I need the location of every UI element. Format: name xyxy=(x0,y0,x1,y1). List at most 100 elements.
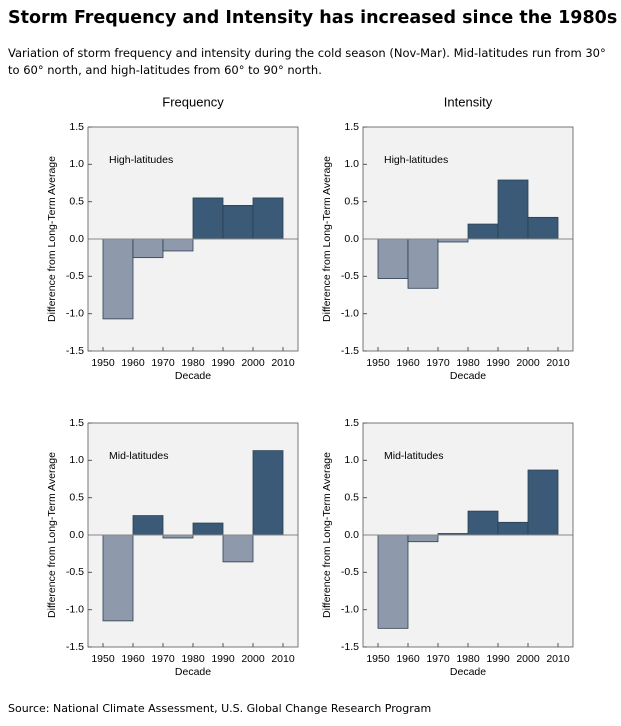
y-tick-label: 0.0 xyxy=(69,529,84,541)
x-tick-label: 2010 xyxy=(271,357,295,369)
plot-border xyxy=(362,422,574,648)
y-tick-label: 1.0 xyxy=(344,454,359,466)
x-tick-label: 1950 xyxy=(91,653,115,665)
bar xyxy=(222,534,254,563)
y-tick-label: 0.0 xyxy=(344,233,359,245)
y-tick-label: -1.5 xyxy=(66,345,84,357)
y-axis-label: Difference from Long-Term Average xyxy=(46,156,58,322)
x-tick-label: 1980 xyxy=(181,357,205,369)
annotation: High-latitudes xyxy=(384,154,448,166)
x-tick-label: 2000 xyxy=(241,357,265,369)
y-tick-label: 0.5 xyxy=(69,491,84,503)
x-tick-label: 2010 xyxy=(546,357,570,369)
x-tick-label: 1970 xyxy=(426,653,450,665)
bar xyxy=(252,197,284,240)
x-tick-label: 2010 xyxy=(546,653,570,665)
y-tick-label: 0.5 xyxy=(69,195,84,207)
x-tick-label: 1960 xyxy=(121,357,145,369)
y-tick-label: -1.5 xyxy=(66,641,84,653)
bar xyxy=(467,510,499,536)
x-tick-label: 1960 xyxy=(396,357,420,369)
bar xyxy=(467,223,499,240)
plot-border xyxy=(87,126,299,352)
bar xyxy=(407,238,439,289)
bar xyxy=(192,197,224,240)
y-tick-label: -1.0 xyxy=(66,307,84,319)
column-title: Intensity xyxy=(444,94,493,109)
y-axis-label: Difference from Long-Term Average xyxy=(46,452,58,618)
y-tick-label: -1.0 xyxy=(66,603,84,615)
y-tick-label: 1.0 xyxy=(344,158,359,170)
y-tick-label: 1.5 xyxy=(344,121,359,133)
bar xyxy=(377,534,409,629)
y-axis-label: Difference from Long-Term Average xyxy=(321,452,333,618)
y-tick-label: 1.0 xyxy=(69,158,84,170)
y-tick-label: 0.5 xyxy=(344,491,359,503)
annotation: Mid-latitudes xyxy=(384,450,444,462)
x-tick-label: 1960 xyxy=(121,653,145,665)
x-tick-label: 1990 xyxy=(211,653,235,665)
y-tick-label: -1.0 xyxy=(341,307,359,319)
x-tick-label: 1990 xyxy=(486,357,510,369)
page-title: Storm Frequency and Intensity has increa… xyxy=(8,8,618,28)
y-tick-label: -0.5 xyxy=(66,566,84,578)
x-tick-label: 2000 xyxy=(516,653,540,665)
y-tick-label: -0.5 xyxy=(341,270,359,282)
y-tick-label: 0.0 xyxy=(69,233,84,245)
y-tick-label: 1.5 xyxy=(69,417,84,429)
annotation: High-latitudes xyxy=(109,154,173,166)
y-tick-label: -0.5 xyxy=(341,566,359,578)
x-tick-label: 2010 xyxy=(271,653,295,665)
bar xyxy=(527,469,559,536)
x-tick-label: 2000 xyxy=(241,653,265,665)
bar xyxy=(102,534,134,622)
bar xyxy=(192,522,224,536)
bar xyxy=(222,204,254,240)
x-axis-label: Decade xyxy=(175,370,211,382)
x-tick-label: 1980 xyxy=(456,357,480,369)
y-tick-label: 1.5 xyxy=(69,121,84,133)
bar xyxy=(527,216,559,240)
x-tick-label: 1950 xyxy=(366,357,390,369)
x-tick-label: 2000 xyxy=(516,357,540,369)
bar xyxy=(497,521,529,536)
y-tick-label: -0.5 xyxy=(66,270,84,282)
subtitle: Variation of storm frequency and intensi… xyxy=(8,46,606,77)
x-axis-label: Decade xyxy=(175,666,211,678)
plot-border xyxy=(87,422,299,648)
y-tick-label: -1.5 xyxy=(341,345,359,357)
x-tick-label: 1950 xyxy=(366,653,390,665)
charts: Frequency High-latitudes 1.5 1.0 0.5 0.0 -0.5 -… xyxy=(46,94,574,678)
x-tick-label: 1970 xyxy=(426,357,450,369)
y-tick-label: 0.5 xyxy=(344,195,359,207)
bar xyxy=(162,238,194,252)
bar xyxy=(132,238,164,259)
x-tick-label: 1970 xyxy=(151,357,175,369)
x-tick-label: 1960 xyxy=(396,653,420,665)
bar xyxy=(132,515,164,536)
y-axis-label: Difference from Long-Term Average xyxy=(321,156,333,322)
y-tick-label: 1.0 xyxy=(69,454,84,466)
y-tick-label: 0.0 xyxy=(344,529,359,541)
bar xyxy=(377,238,409,279)
source: Source: National Climate Assessment, U.S… xyxy=(8,702,432,715)
y-tick-label: 1.5 xyxy=(344,417,359,429)
x-tick-label: 1980 xyxy=(181,653,205,665)
x-tick-label: 1990 xyxy=(211,357,235,369)
column-title: Frequency xyxy=(162,94,224,109)
bar xyxy=(102,238,134,320)
x-axis-label: Decade xyxy=(450,666,486,678)
x-tick-label: 1990 xyxy=(486,653,510,665)
x-axis-label: Decade xyxy=(450,370,486,382)
bar xyxy=(407,534,439,543)
annotation: Mid-latitudes xyxy=(109,450,169,462)
x-tick-label: 1970 xyxy=(151,653,175,665)
y-tick-label: -1.5 xyxy=(341,641,359,653)
x-tick-label: 1950 xyxy=(91,357,115,369)
bar xyxy=(497,179,529,240)
y-tick-label: -1.0 xyxy=(341,603,359,615)
bar xyxy=(252,450,284,536)
x-tick-label: 1980 xyxy=(456,653,480,665)
plot-border xyxy=(362,126,574,352)
